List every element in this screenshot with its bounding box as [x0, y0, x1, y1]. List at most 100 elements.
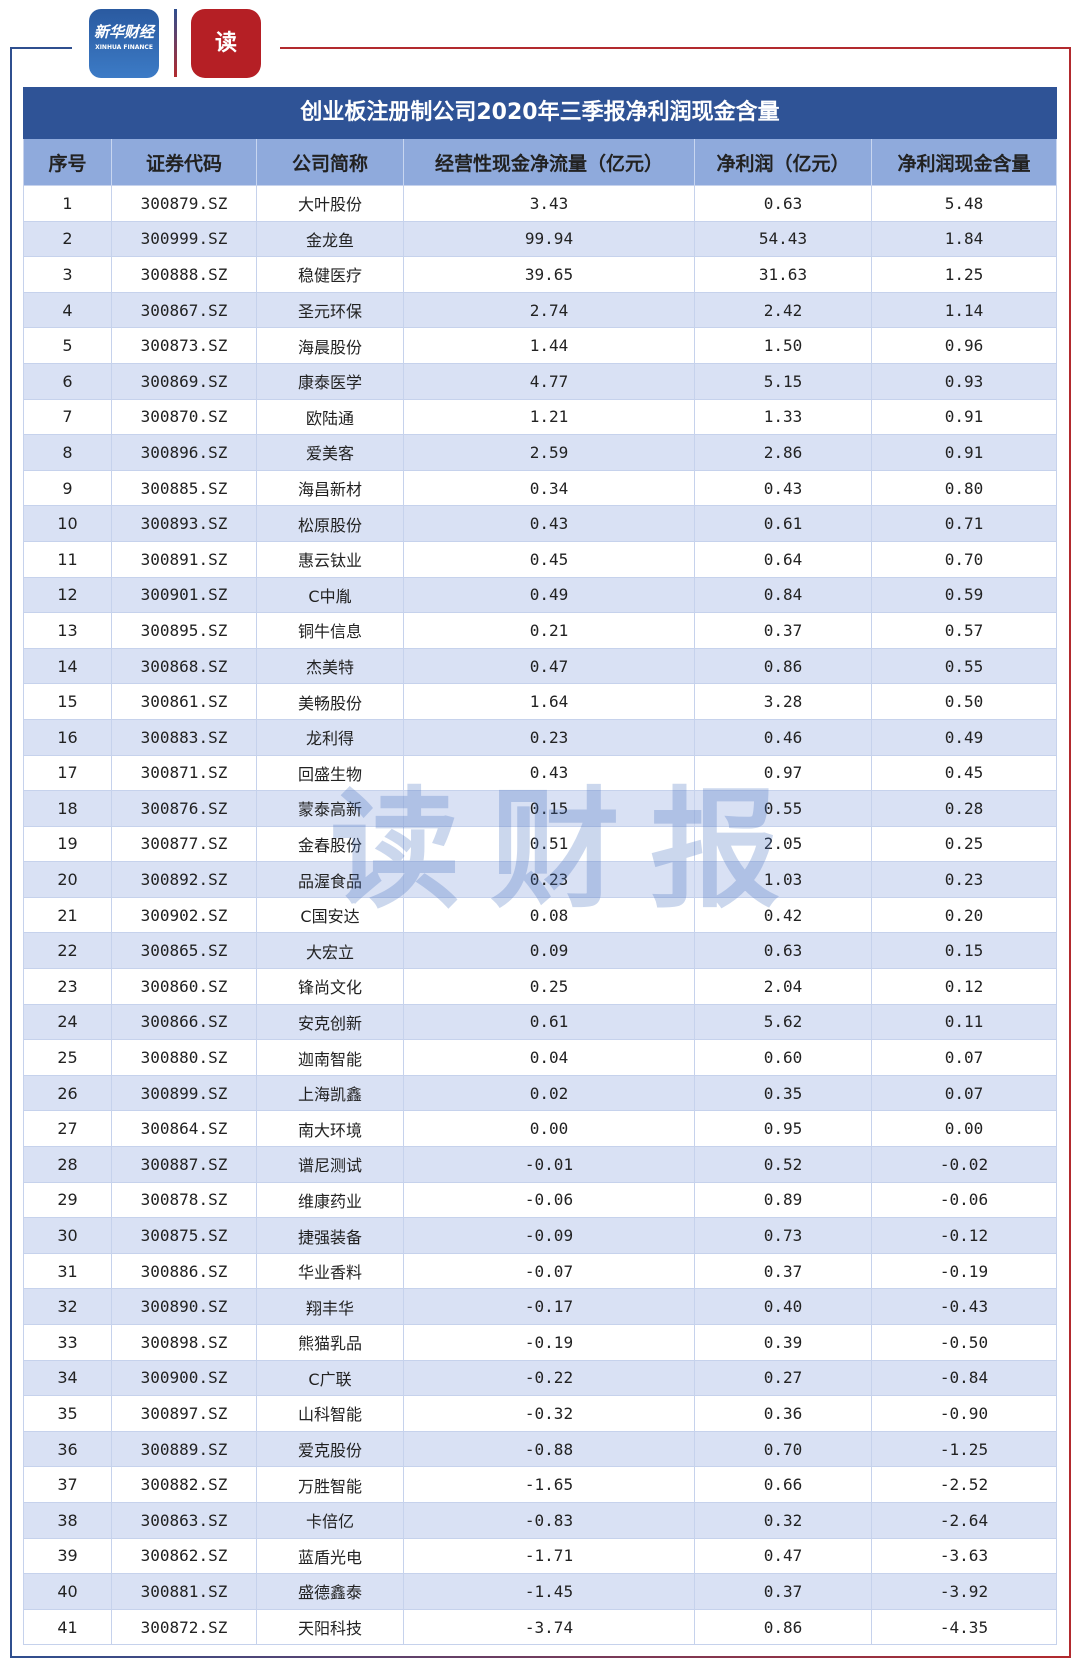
table-cell: 0.35 [695, 1075, 872, 1111]
table-cell: 0.70 [695, 1431, 872, 1467]
table-cell: 品渥食品 [257, 862, 404, 897]
table-cell: 7 [23, 399, 112, 435]
table-cell: C广联 [257, 1360, 404, 1396]
table-cell: 0.71 [872, 506, 1057, 541]
column-header: 净利润（亿元） [695, 139, 872, 185]
table-cell: 8 [23, 435, 112, 470]
table-cell: 300872.SZ [112, 1609, 257, 1645]
table-cell: 1.33 [695, 399, 872, 435]
table-cell: 华业香料 [257, 1253, 404, 1289]
frame-line [10, 1656, 1071, 1658]
table-cell: 38 [23, 1502, 112, 1538]
table-cell: 翔丰华 [257, 1289, 404, 1324]
table-row: 32 300890.SZ 翔丰华 -0.17 0.40 -0.43 [23, 1289, 1057, 1325]
column-header: 经营性现金净流量（亿元） [404, 139, 695, 185]
table-row: 21 300902.SZ C国安达 0.08 0.42 0.20 [23, 897, 1057, 934]
table-cell: 6 [23, 363, 112, 399]
table-cell: 300865.SZ [112, 933, 257, 969]
table-row: 7 300870.SZ 欧陆通 1.21 1.33 0.91 [23, 399, 1057, 436]
table-cell: 0.95 [695, 1111, 872, 1147]
table-cell: 300863.SZ [112, 1502, 257, 1538]
table-cell: 0.43 [404, 506, 695, 541]
table-cell: -0.06 [872, 1182, 1057, 1218]
table-row: 17 300871.SZ 回盛生物 0.43 0.97 0.45 [23, 755, 1057, 792]
table-cell: 35 [23, 1396, 112, 1431]
table-cell: 3.43 [404, 186, 695, 221]
table-cell: -0.90 [872, 1396, 1057, 1431]
table-cell: 27 [23, 1111, 112, 1147]
table-cell: 2.74 [404, 292, 695, 328]
table-row: 35 300897.SZ 山科智能 -0.32 0.36 -0.90 [23, 1396, 1057, 1432]
table-cell: 29 [23, 1182, 112, 1218]
table-cell: 维康药业 [257, 1182, 404, 1218]
table-cell: 圣元环保 [257, 292, 404, 328]
table-row: 10 300893.SZ 松原股份 0.43 0.61 0.71 [23, 506, 1057, 542]
table-cell: 0.61 [695, 506, 872, 541]
table-cell: 0.27 [695, 1360, 872, 1396]
table-cell: 14 [23, 648, 112, 684]
table-cell: 300862.SZ [112, 1538, 257, 1574]
table-cell: 4 [23, 292, 112, 328]
table-cell: 0.55 [695, 791, 872, 826]
table-cell: 300899.SZ [112, 1075, 257, 1111]
table-cell: 安克创新 [257, 1004, 404, 1040]
table-cell: 0.47 [695, 1538, 872, 1574]
table-cell: 40 [23, 1574, 112, 1609]
table-cell: 0.23 [404, 862, 695, 897]
table-cell: 铜牛信息 [257, 613, 404, 648]
table-cell: 0.02 [404, 1075, 695, 1111]
table-cell: 39.65 [404, 257, 695, 292]
table-cell: 30 [23, 1218, 112, 1253]
table-cell: 0.39 [695, 1325, 872, 1360]
table-cell: 3 [23, 257, 112, 292]
table-cell: 0.25 [872, 826, 1057, 862]
table-cell: 300875.SZ [112, 1218, 257, 1253]
table-cell: 0.07 [872, 1040, 1057, 1075]
table-cell: 300891.SZ [112, 541, 257, 577]
table-row: 38 300863.SZ 卡倍亿 -0.83 0.32 -2.64 [23, 1502, 1057, 1539]
table-cell: 34 [23, 1360, 112, 1396]
table-cell: 26 [23, 1075, 112, 1111]
header-row: 序号 证券代码 公司简称 经营性现金净流量（亿元） 净利润（亿元） 净利润现金含量 [23, 139, 1057, 186]
table-cell: 5.48 [872, 186, 1057, 221]
table-cell: 锋尚文化 [257, 969, 404, 1004]
table-cell: 0.52 [695, 1147, 872, 1182]
table-row: 3 300888.SZ 稳健医疗 39.65 31.63 1.25 [23, 257, 1057, 293]
table-cell: 1.64 [404, 684, 695, 719]
table-cell: 0.25 [404, 969, 695, 1004]
table-cell: 300866.SZ [112, 1004, 257, 1040]
table-cell: 卡倍亿 [257, 1502, 404, 1538]
logo-text: 新华财经 [93, 23, 154, 41]
table-cell: 0.73 [695, 1218, 872, 1253]
table-row: 11 300891.SZ 惠云钛业 0.45 0.64 0.70 [23, 541, 1057, 578]
table-cell: -0.22 [404, 1360, 695, 1396]
table-cell: 32 [23, 1289, 112, 1324]
table-row: 22 300865.SZ 大宏立 0.09 0.63 0.15 [23, 933, 1057, 970]
table-cell: -1.71 [404, 1538, 695, 1574]
table-cell: 33 [23, 1325, 112, 1360]
table-row: 6 300869.SZ 康泰医学 4.77 5.15 0.93 [23, 363, 1057, 400]
table-row: 13 300895.SZ 铜牛信息 0.21 0.37 0.57 [23, 613, 1057, 649]
table-cell: -0.09 [404, 1218, 695, 1253]
table-cell: 1.50 [695, 328, 872, 363]
table-cell: 龙利得 [257, 719, 404, 755]
table-cell: 3.28 [695, 684, 872, 719]
table-cell: 300883.SZ [112, 719, 257, 755]
table-cell: -2.52 [872, 1467, 1057, 1502]
table-cell: 0.49 [872, 719, 1057, 755]
table-row: 33 300898.SZ 熊猫乳品 -0.19 0.39 -0.50 [23, 1325, 1057, 1361]
column-header: 序号 [23, 139, 112, 185]
table-cell: 盛德鑫泰 [257, 1574, 404, 1609]
table-cell: 2.86 [695, 435, 872, 470]
table-cell: 5 [23, 328, 112, 363]
table-cell: 2 [23, 221, 112, 257]
table-cell: 300870.SZ [112, 399, 257, 435]
frame-line [1069, 48, 1071, 1658]
table-cell: 19 [23, 826, 112, 862]
table-cell: 海晨股份 [257, 328, 404, 363]
table-row: 18 300876.SZ 蒙泰高新 0.15 0.55 0.28 [23, 791, 1057, 827]
table-row: 1 300879.SZ 大叶股份 3.43 0.63 5.48 [23, 186, 1057, 222]
table-cell: 0.86 [695, 648, 872, 684]
table-cell: 300871.SZ [112, 755, 257, 791]
table-row: 36 300889.SZ 爱克股份 -0.88 0.70 -1.25 [23, 1431, 1057, 1468]
